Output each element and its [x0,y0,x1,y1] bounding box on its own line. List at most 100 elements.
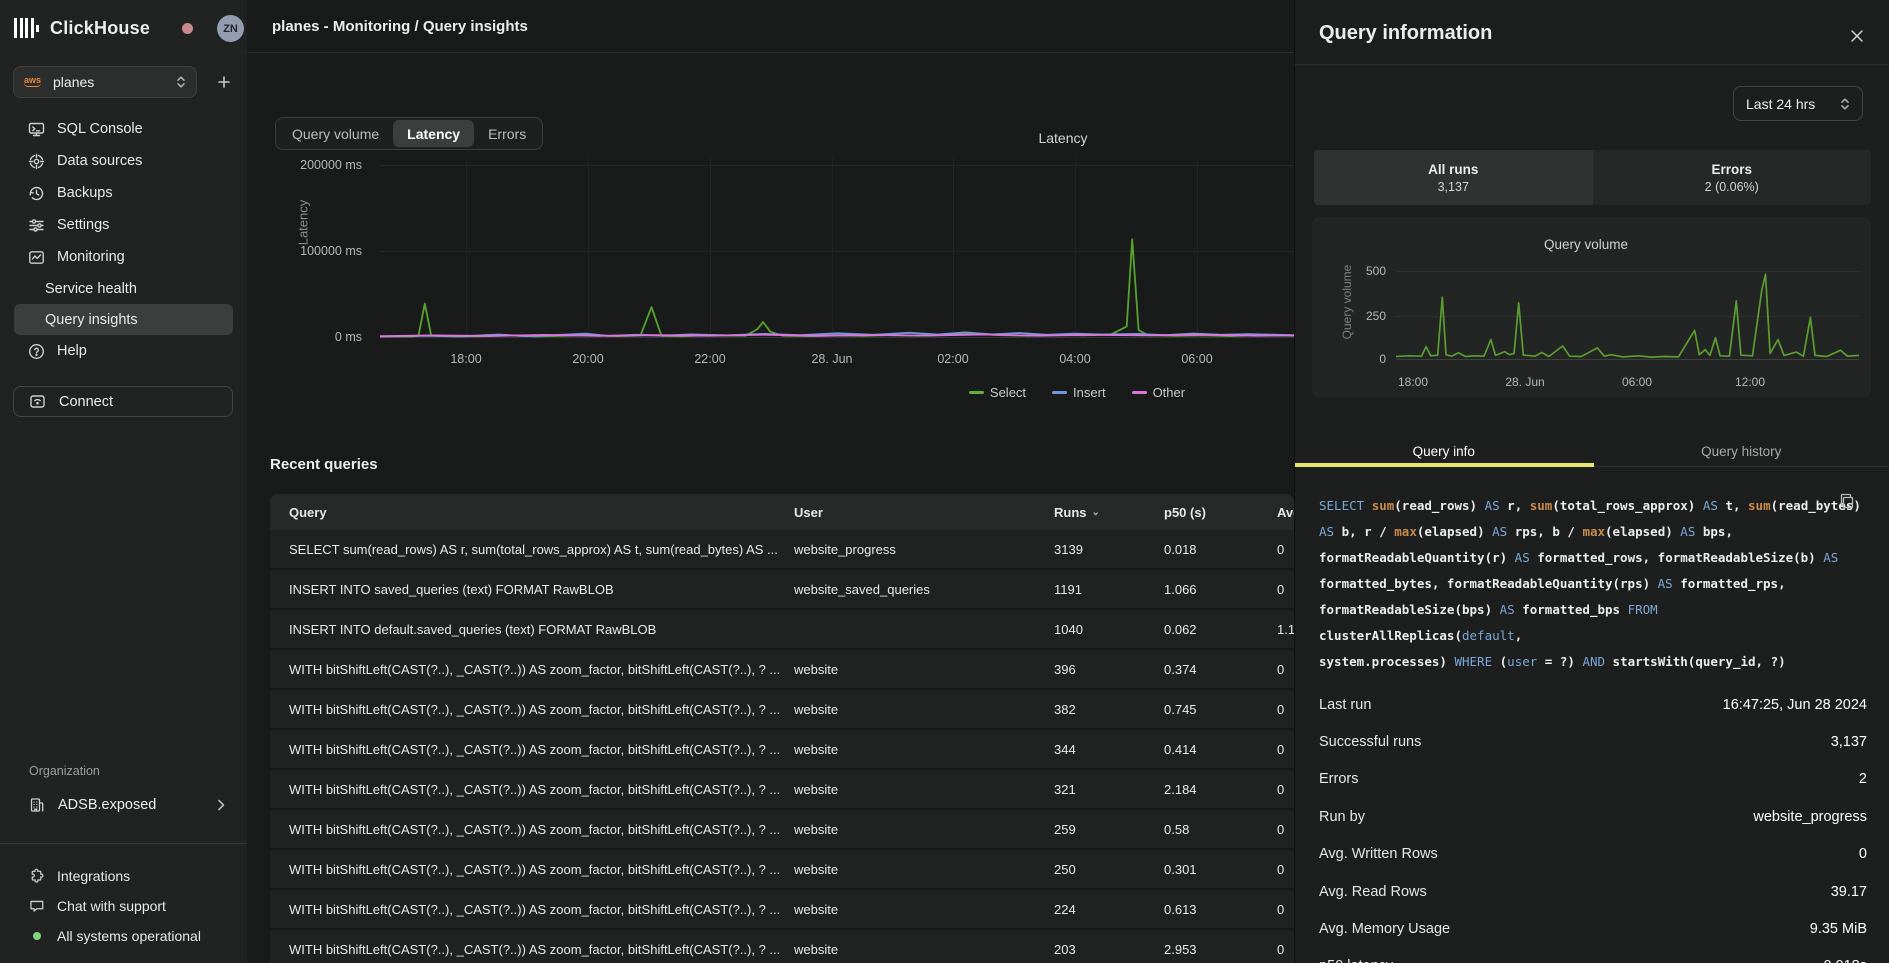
sql-line: formatReadableSize(bps) AS formatted_bps… [1319,597,1867,649]
column-header-query[interactable]: Query [289,494,784,530]
column-header-runs[interactable]: Runs⌄ [1054,494,1154,530]
column-header-user[interactable]: User [794,494,1034,530]
table-cell: 0.613 [1164,890,1264,928]
table-cell: 2.184 [1164,770,1264,808]
table-row[interactable]: WITH bitShiftLeft(CAST(?..), _CAST(?..))… [270,930,1294,963]
stat-label: Run by [1319,809,1365,825]
table-row[interactable]: WITH bitShiftLeft(CAST(?..), _CAST(?..))… [270,810,1294,850]
sidebar-item-label: Chat with support [57,898,166,914]
sidebar: ClickHouse ZN aws planes SQL Console [0,0,247,963]
close-icon [1850,29,1864,43]
table-row[interactable]: WITH bitShiftLeft(CAST(?..), _CAST(?..))… [270,890,1294,930]
clickhouse-logo-icon[interactable] [14,18,39,38]
panel-title: Query information [1319,22,1492,45]
stat-row: Last run16:47:25, Jun 28 2024 [1319,686,1867,723]
table-cell: WITH bitShiftLeft(CAST(?..), _CAST(?..))… [289,770,784,808]
latency-xtick: 22:00 [675,352,745,366]
column-header-p50[interactable]: p50 (s) [1164,494,1264,530]
table-cell: WITH bitShiftLeft(CAST(?..), _CAST(?..))… [289,930,784,963]
runs-errors-toggle: All runs 3,137 Errors 2 (0.06%) [1314,150,1871,205]
segment-all-runs[interactable]: All runs 3,137 [1314,150,1593,205]
plus-icon [217,75,231,89]
table-cell: 224 [1054,890,1154,928]
tab-errors[interactable]: Errors [474,120,540,147]
chart-legend: Select Insert Other [947,385,1207,400]
volume-ytick: 500 [1346,264,1386,278]
query-information-panel: Query information Last 24 hrs All runs 3… [1294,0,1889,963]
stat-label: Avg. Read Rows [1319,884,1427,900]
table-cell: 0.414 [1164,730,1264,768]
sql-line: formatReadableQuantity(r) AS formatted_r… [1319,545,1867,571]
service-selector[interactable]: aws planes [13,66,197,98]
stat-value: 2 [1859,771,1867,787]
table-row[interactable]: WITH bitShiftLeft(CAST(?..), _CAST(?..))… [270,730,1294,770]
stat-label: Last run [1319,697,1371,713]
table-cell: 0 [1277,530,1294,568]
close-panel-button[interactable] [1847,26,1867,46]
sidebar-item-settings[interactable]: Settings [0,209,247,241]
tab-query-history[interactable]: Query history [1593,435,1889,467]
table-cell: 0 [1277,730,1294,768]
console-icon [28,121,45,138]
brand-name: ClickHouse [50,18,150,39]
table-row[interactable]: WITH bitShiftLeft(CAST(?..), _CAST(?..))… [270,770,1294,810]
latency-ytick: 100000 ms [282,244,362,258]
table-cell: 1191 [1054,570,1154,608]
table-cell: 396 [1054,650,1154,688]
table-row[interactable]: WITH bitShiftLeft(CAST(?..), _CAST(?..))… [270,690,1294,730]
table-cell: website [794,890,1034,928]
table-cell: 203 [1054,930,1154,963]
sidebar-item-monitoring[interactable]: Monitoring [0,241,247,273]
sidebar-item-query-insights[interactable]: Query insights [14,304,233,335]
avatar[interactable]: ZN [217,15,244,42]
legend-item-other[interactable]: Other [1132,385,1186,400]
recent-queries-title: Recent queries [270,456,378,473]
sliders-icon [28,217,45,234]
table-row[interactable]: WITH bitShiftLeft(CAST(?..), _CAST(?..))… [270,650,1294,690]
column-header-avg[interactable]: Avg. [1277,494,1294,530]
copy-sql-button[interactable] [1839,493,1857,511]
tab-query-volume[interactable]: Query volume [278,120,393,147]
legend-item-select[interactable]: Select [969,385,1026,400]
sql-line: formatted_bytes, formatReadableQuantity(… [1319,571,1867,597]
table-row[interactable]: SELECT sum(read_rows) AS r, sum(total_ro… [270,530,1294,570]
latency-chart[interactable] [380,160,1294,338]
table-cell: website [794,730,1034,768]
sidebar-item-service-health[interactable]: Service health [14,273,233,304]
chevron-right-icon [217,799,225,811]
stat-value: 0 [1859,846,1867,862]
sql-line: SELECT sum(read_rows) AS r, sum(total_ro… [1319,493,1867,519]
table-row[interactable]: INSERT INTO default.saved_queries (text)… [270,610,1294,650]
sidebar-item-data-sources[interactable]: Data sources [0,145,247,177]
sidebar-item-system-status[interactable]: All systems operational [0,921,247,951]
notification-dot-icon [182,23,193,34]
sidebar-item-integrations[interactable]: Integrations [0,861,247,891]
volume-ytick: 250 [1346,309,1386,323]
segment-errors[interactable]: Errors 2 (0.06%) [1593,150,1872,205]
sidebar-item-sql-console[interactable]: SQL Console [0,113,247,145]
latency-xtick: 18:00 [431,352,501,366]
sidebar-item-backups[interactable]: Backups [0,177,247,209]
table-cell: 1040 [1054,610,1154,648]
sidebar-item-help[interactable]: Help [0,335,247,367]
stat-label: p50 latency [1319,958,1393,963]
tab-latency[interactable]: Latency [393,120,474,147]
connect-button[interactable]: Connect [13,386,233,417]
panel-divider [1295,64,1889,65]
table-cell: 0 [1277,570,1294,608]
table-row[interactable]: WITH bitShiftLeft(CAST(?..), _CAST(?..))… [270,850,1294,890]
table-cell: 1.066 [1164,570,1264,608]
query-volume-chart[interactable] [1396,264,1859,360]
latency-xtick: 04:00 [1040,352,1110,366]
legend-label: Insert [1073,385,1106,400]
sidebar-item-chat-support[interactable]: Chat with support [0,891,247,921]
add-service-button[interactable] [212,70,236,94]
table-cell: 0 [1277,850,1294,888]
organization-switcher[interactable]: ADSB.exposed [13,790,233,820]
legend-label: Other [1153,385,1186,400]
sort-chevron-icon: ⌄ [1092,507,1100,518]
legend-item-insert[interactable]: Insert [1052,385,1106,400]
time-range-select[interactable]: Last 24 hrs [1733,86,1863,121]
sidebar-item-label: Help [57,343,87,359]
table-row[interactable]: INSERT INTO saved_queries (text) FORMAT … [270,570,1294,610]
